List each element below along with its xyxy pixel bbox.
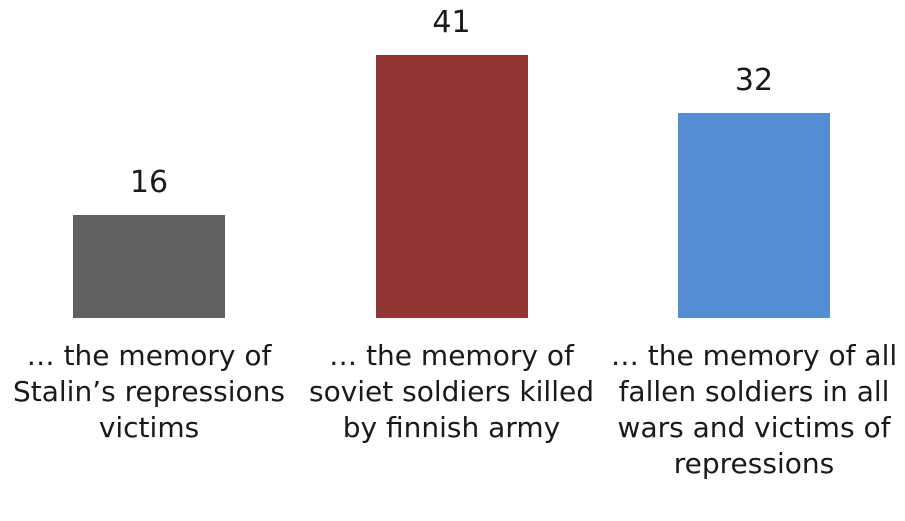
bar xyxy=(375,55,528,318)
bar xyxy=(73,215,225,318)
value-label: 41 xyxy=(432,5,471,40)
category-label: … the memory of all fallen soldiers in a… xyxy=(610,339,898,480)
bar xyxy=(678,112,830,318)
value-label: 16 xyxy=(129,165,169,201)
value-label: 32 xyxy=(734,62,774,98)
category-label: … the memory of soviet soldiers killed b… xyxy=(308,339,594,444)
category-label: … the memory of Stalin’s repressions vic… xyxy=(12,339,286,444)
